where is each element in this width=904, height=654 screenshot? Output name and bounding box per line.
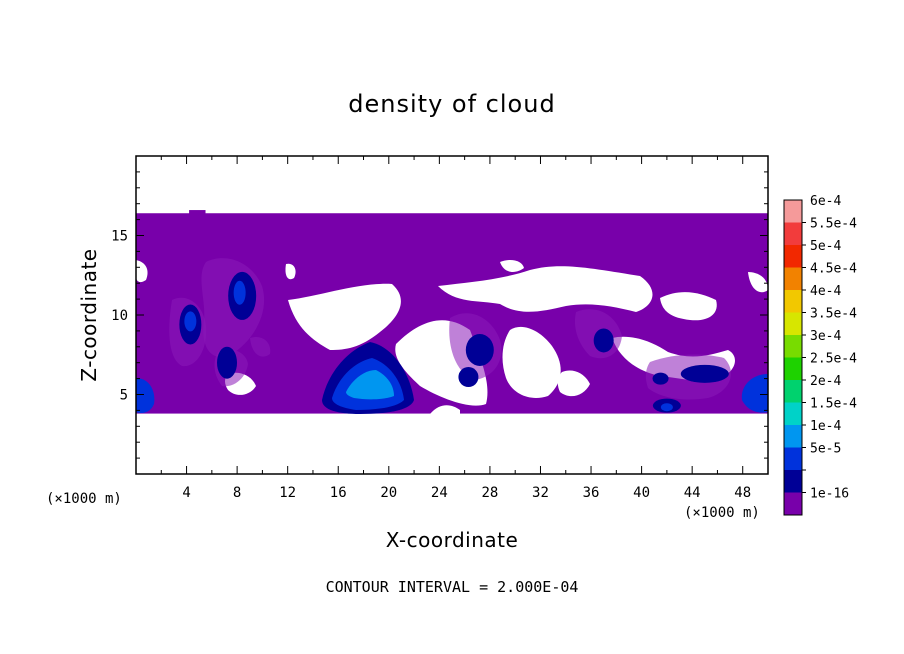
x-tick-label: 20 bbox=[380, 485, 397, 501]
colorbar-label: 5.5e-4 bbox=[810, 217, 857, 232]
clear-region-12 bbox=[748, 272, 768, 293]
density-core-4 bbox=[465, 333, 494, 366]
clear-region-3 bbox=[438, 266, 653, 312]
colorbar-segment bbox=[784, 425, 802, 448]
colorbar-segment bbox=[784, 267, 802, 290]
x-tick-label: 40 bbox=[633, 485, 650, 501]
x-axis-label: X-coordinate bbox=[386, 528, 519, 552]
density-core-8 bbox=[217, 346, 238, 379]
cloud-top-bump bbox=[189, 210, 206, 215]
colorbar-label: 6e-4 bbox=[810, 194, 841, 209]
x-tick-label: 24 bbox=[431, 485, 448, 501]
y-axis-label: Z-coordinate bbox=[77, 248, 101, 381]
clear-region-9 bbox=[136, 260, 148, 283]
clear-region-11 bbox=[500, 260, 524, 272]
density-core-2-inner bbox=[184, 311, 197, 332]
clear-region-base bbox=[430, 405, 460, 414]
colorbar-segment bbox=[784, 312, 802, 335]
colorbar-segment bbox=[784, 380, 802, 403]
density-core-6 bbox=[680, 364, 729, 383]
x-tick-label: 4 bbox=[182, 485, 190, 501]
x-unit-left: (×1000 m) bbox=[46, 491, 122, 507]
density-core-9 bbox=[593, 328, 614, 353]
colorbar: 6e-4 5.5e-4 5e-4 4.5e-4 4e-4 3.5e-4 3e-4 2.5e-4… bbox=[783, 194, 857, 516]
density-core-5 bbox=[458, 367, 479, 388]
x-tick-label: 44 bbox=[684, 485, 701, 501]
chart-title: density of cloud bbox=[348, 90, 555, 118]
x-unit-right: (×1000 m) bbox=[684, 505, 760, 521]
density-core-10 bbox=[652, 372, 669, 385]
density-core-main-inner bbox=[346, 370, 394, 400]
colorbar-segment bbox=[784, 402, 802, 425]
colorbar-label: 2e-4 bbox=[810, 374, 841, 389]
colorbar-segment bbox=[784, 470, 802, 493]
density-core-left-edge bbox=[136, 378, 155, 414]
colorbar-segment bbox=[784, 290, 802, 313]
colorbar-label: 1e-4 bbox=[810, 419, 841, 434]
colorbar-label: 5e-4 bbox=[810, 239, 841, 254]
x-tick-label: 28 bbox=[481, 485, 498, 501]
y-axis-ticks: 5 10 15 bbox=[111, 171, 768, 459]
colorbar-label: 2.5e-4 bbox=[810, 352, 857, 367]
x-tick-label: 32 bbox=[532, 485, 549, 501]
x-tick-label: 12 bbox=[279, 485, 296, 501]
clear-region-10 bbox=[285, 263, 296, 280]
contour-interval: CONTOUR INTERVAL = 2.000E-04 bbox=[326, 578, 579, 596]
colorbar-label: 3.5e-4 bbox=[810, 307, 857, 322]
x-tick-label: 48 bbox=[734, 485, 751, 501]
shading-region-7 bbox=[250, 336, 271, 357]
colorbar-label: 5e-5 bbox=[810, 442, 841, 457]
colorbar-segment bbox=[784, 200, 802, 223]
x-tick-label: 36 bbox=[583, 485, 600, 501]
density-core-7-inner bbox=[660, 403, 673, 412]
colorbar-label: 1e-16 bbox=[810, 487, 849, 502]
clear-region-4 bbox=[502, 326, 561, 398]
density-core-3-inner bbox=[233, 280, 246, 305]
colorbar-label: 3e-4 bbox=[810, 329, 841, 344]
colorbar-segment bbox=[784, 447, 802, 470]
x-tick-label: 8 bbox=[233, 485, 241, 501]
y-tick-label: 15 bbox=[111, 229, 128, 245]
x-tick-label: 16 bbox=[330, 485, 347, 501]
colorbar-segment bbox=[784, 492, 802, 515]
density-field bbox=[136, 210, 768, 414]
colorbar-segment bbox=[784, 357, 802, 380]
colorbar-label: 4e-4 bbox=[810, 284, 841, 299]
y-tick-label: 5 bbox=[120, 388, 128, 404]
colorbar-label: 4.5e-4 bbox=[810, 262, 857, 277]
x-axis-ticks: 4 8 12 16 20 24 28 32 36 40 44 48 bbox=[160, 156, 751, 501]
colorbar-segment bbox=[784, 222, 802, 245]
clear-region-6 bbox=[660, 292, 717, 321]
density-core-right-edge bbox=[741, 374, 768, 413]
colorbar-label: 1.5e-4 bbox=[810, 397, 857, 412]
colorbar-segment bbox=[784, 245, 802, 268]
clear-region-8 bbox=[557, 370, 590, 397]
y-tick-label: 10 bbox=[111, 308, 128, 324]
clear-region-2 bbox=[288, 283, 401, 350]
colorbar-segment bbox=[784, 335, 802, 358]
